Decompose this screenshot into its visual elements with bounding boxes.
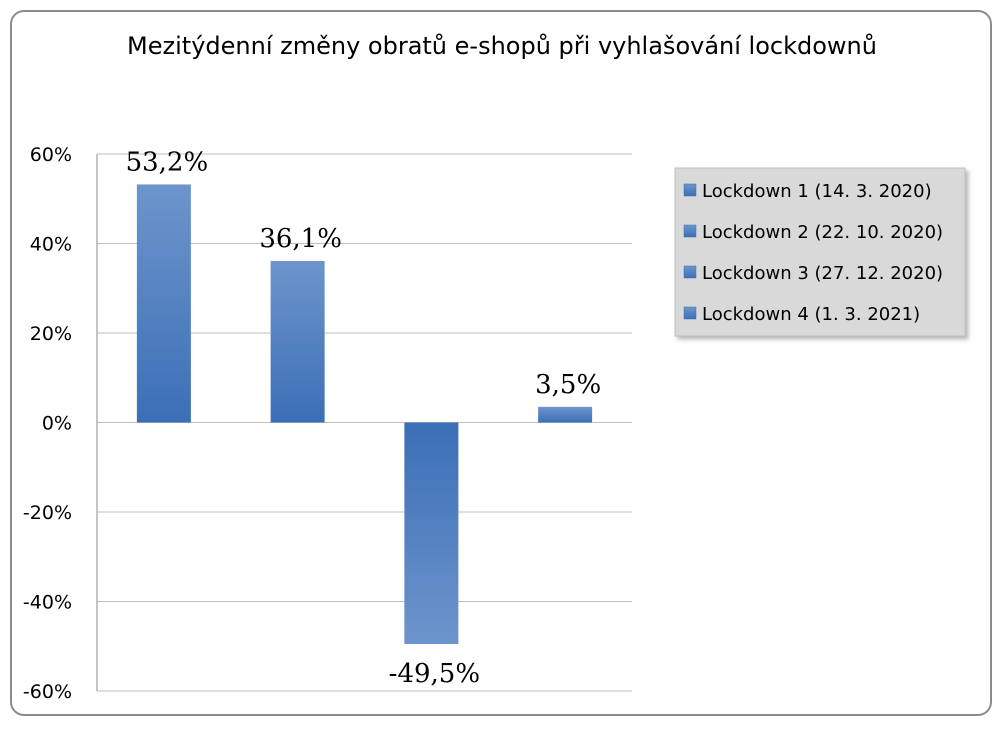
- data-label-lockdown-3: -49,5%: [389, 659, 480, 689]
- data-label-lockdown-4: 3,5%: [535, 370, 601, 400]
- legend-label: Lockdown 4 (1. 3. 2021): [702, 304, 920, 325]
- legend-box: [674, 167, 966, 337]
- data-label-lockdown-2: 36,1%: [259, 224, 342, 254]
- plot-area: 60% 40% 20% 0% -20% -40% -60% 53,2% 36,1% -49,5% 3…: [23, 144, 632, 703]
- chart-title: Mezitýdenní změny obratů e-shopů při vyh…: [127, 32, 877, 60]
- bar-lockdown-2: [270, 260, 325, 423]
- y-tick-label: 20%: [30, 323, 72, 345]
- legend-marker: [683, 306, 697, 320]
- y-tick-label: 40%: [30, 234, 72, 256]
- legend-label: Lockdown 3 (27. 12. 2020): [702, 263, 943, 284]
- legend-marker: [683, 265, 697, 279]
- y-tick-label: -40%: [23, 592, 72, 614]
- data-label-lockdown-1: 53,2%: [126, 147, 209, 177]
- legend-label: Lockdown 1 (14. 3. 2020): [702, 181, 932, 202]
- bar-lockdown-1: [136, 184, 191, 423]
- bar-lockdown-3: [404, 422, 459, 645]
- y-tick-label: 60%: [30, 144, 72, 166]
- legend-label: Lockdown 2 (22. 10. 2020): [702, 222, 943, 243]
- y-tick-label: 0%: [42, 413, 72, 435]
- legend-marker: [683, 183, 697, 197]
- legend-marker: [683, 224, 697, 238]
- legend: Lockdown 1 (14. 3. 2020) Lockdown 2 (22. …: [674, 167, 966, 337]
- y-tick-label: -20%: [23, 502, 72, 524]
- y-tick-label: -60%: [23, 681, 72, 703]
- bar-lockdown-4: [538, 406, 593, 423]
